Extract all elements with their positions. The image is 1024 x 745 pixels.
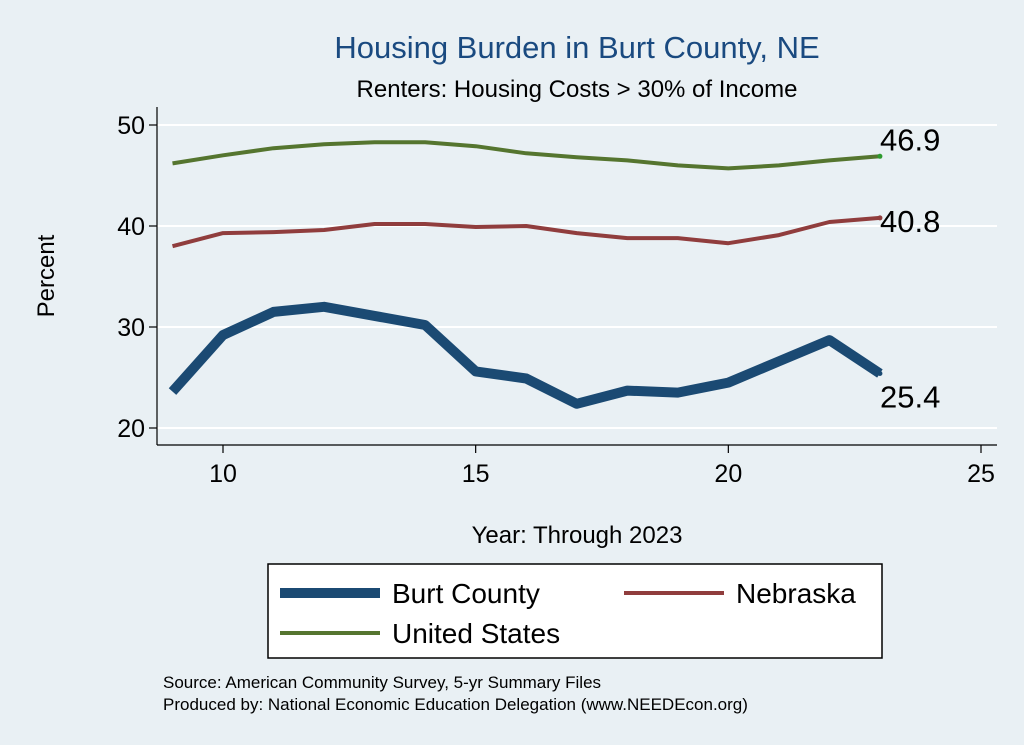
y-tick-label: 30	[117, 314, 145, 342]
y-tick-label: 50	[117, 112, 145, 140]
legend-label: Burt County	[392, 578, 540, 609]
legend: Burt County Nebraska United States	[280, 578, 856, 649]
x-tick-label: 10	[209, 460, 237, 488]
y-tick-label: 20	[117, 415, 145, 443]
series-line-burt-county	[168, 301, 883, 409]
series-lines	[168, 140, 883, 409]
x-tick-label: 15	[462, 460, 490, 488]
end-marker	[877, 153, 883, 159]
end-labels: 25.4 40.8 46.9	[880, 122, 940, 414]
legend-label: Nebraska	[736, 578, 856, 609]
chart-subtitle: Renters: Housing Costs > 30% of Income	[357, 76, 798, 103]
series-line-nebraska	[171, 215, 881, 249]
end-marker	[877, 370, 883, 376]
end-marker	[877, 215, 883, 221]
end-label-burt-county: 25.4	[880, 379, 940, 414]
legend-label: United States	[392, 618, 560, 649]
gridlines	[157, 124, 997, 429]
legend-box	[267, 563, 883, 659]
series-line-united-states	[172, 140, 881, 171]
end-label-united-states: 46.9	[880, 122, 940, 157]
producer-note: Produced by: National Economic Education…	[163, 695, 748, 714]
x-tick-label: 20	[714, 460, 742, 488]
plot-area	[157, 107, 997, 445]
x-axis-title: Year: Through 2023	[472, 522, 683, 549]
source-note: Source: American Community Survey, 5-yr …	[163, 673, 601, 692]
y-axis-title: Percent	[33, 234, 60, 317]
x-tick-label: 25	[967, 460, 995, 488]
chart-title: Housing Burden in Burt County, NE	[334, 30, 819, 65]
y-tick-label: 40	[117, 213, 145, 241]
axes: 20 30 40 50 10 15 20 25	[117, 107, 997, 488]
end-label-nebraska: 40.8	[880, 204, 940, 239]
